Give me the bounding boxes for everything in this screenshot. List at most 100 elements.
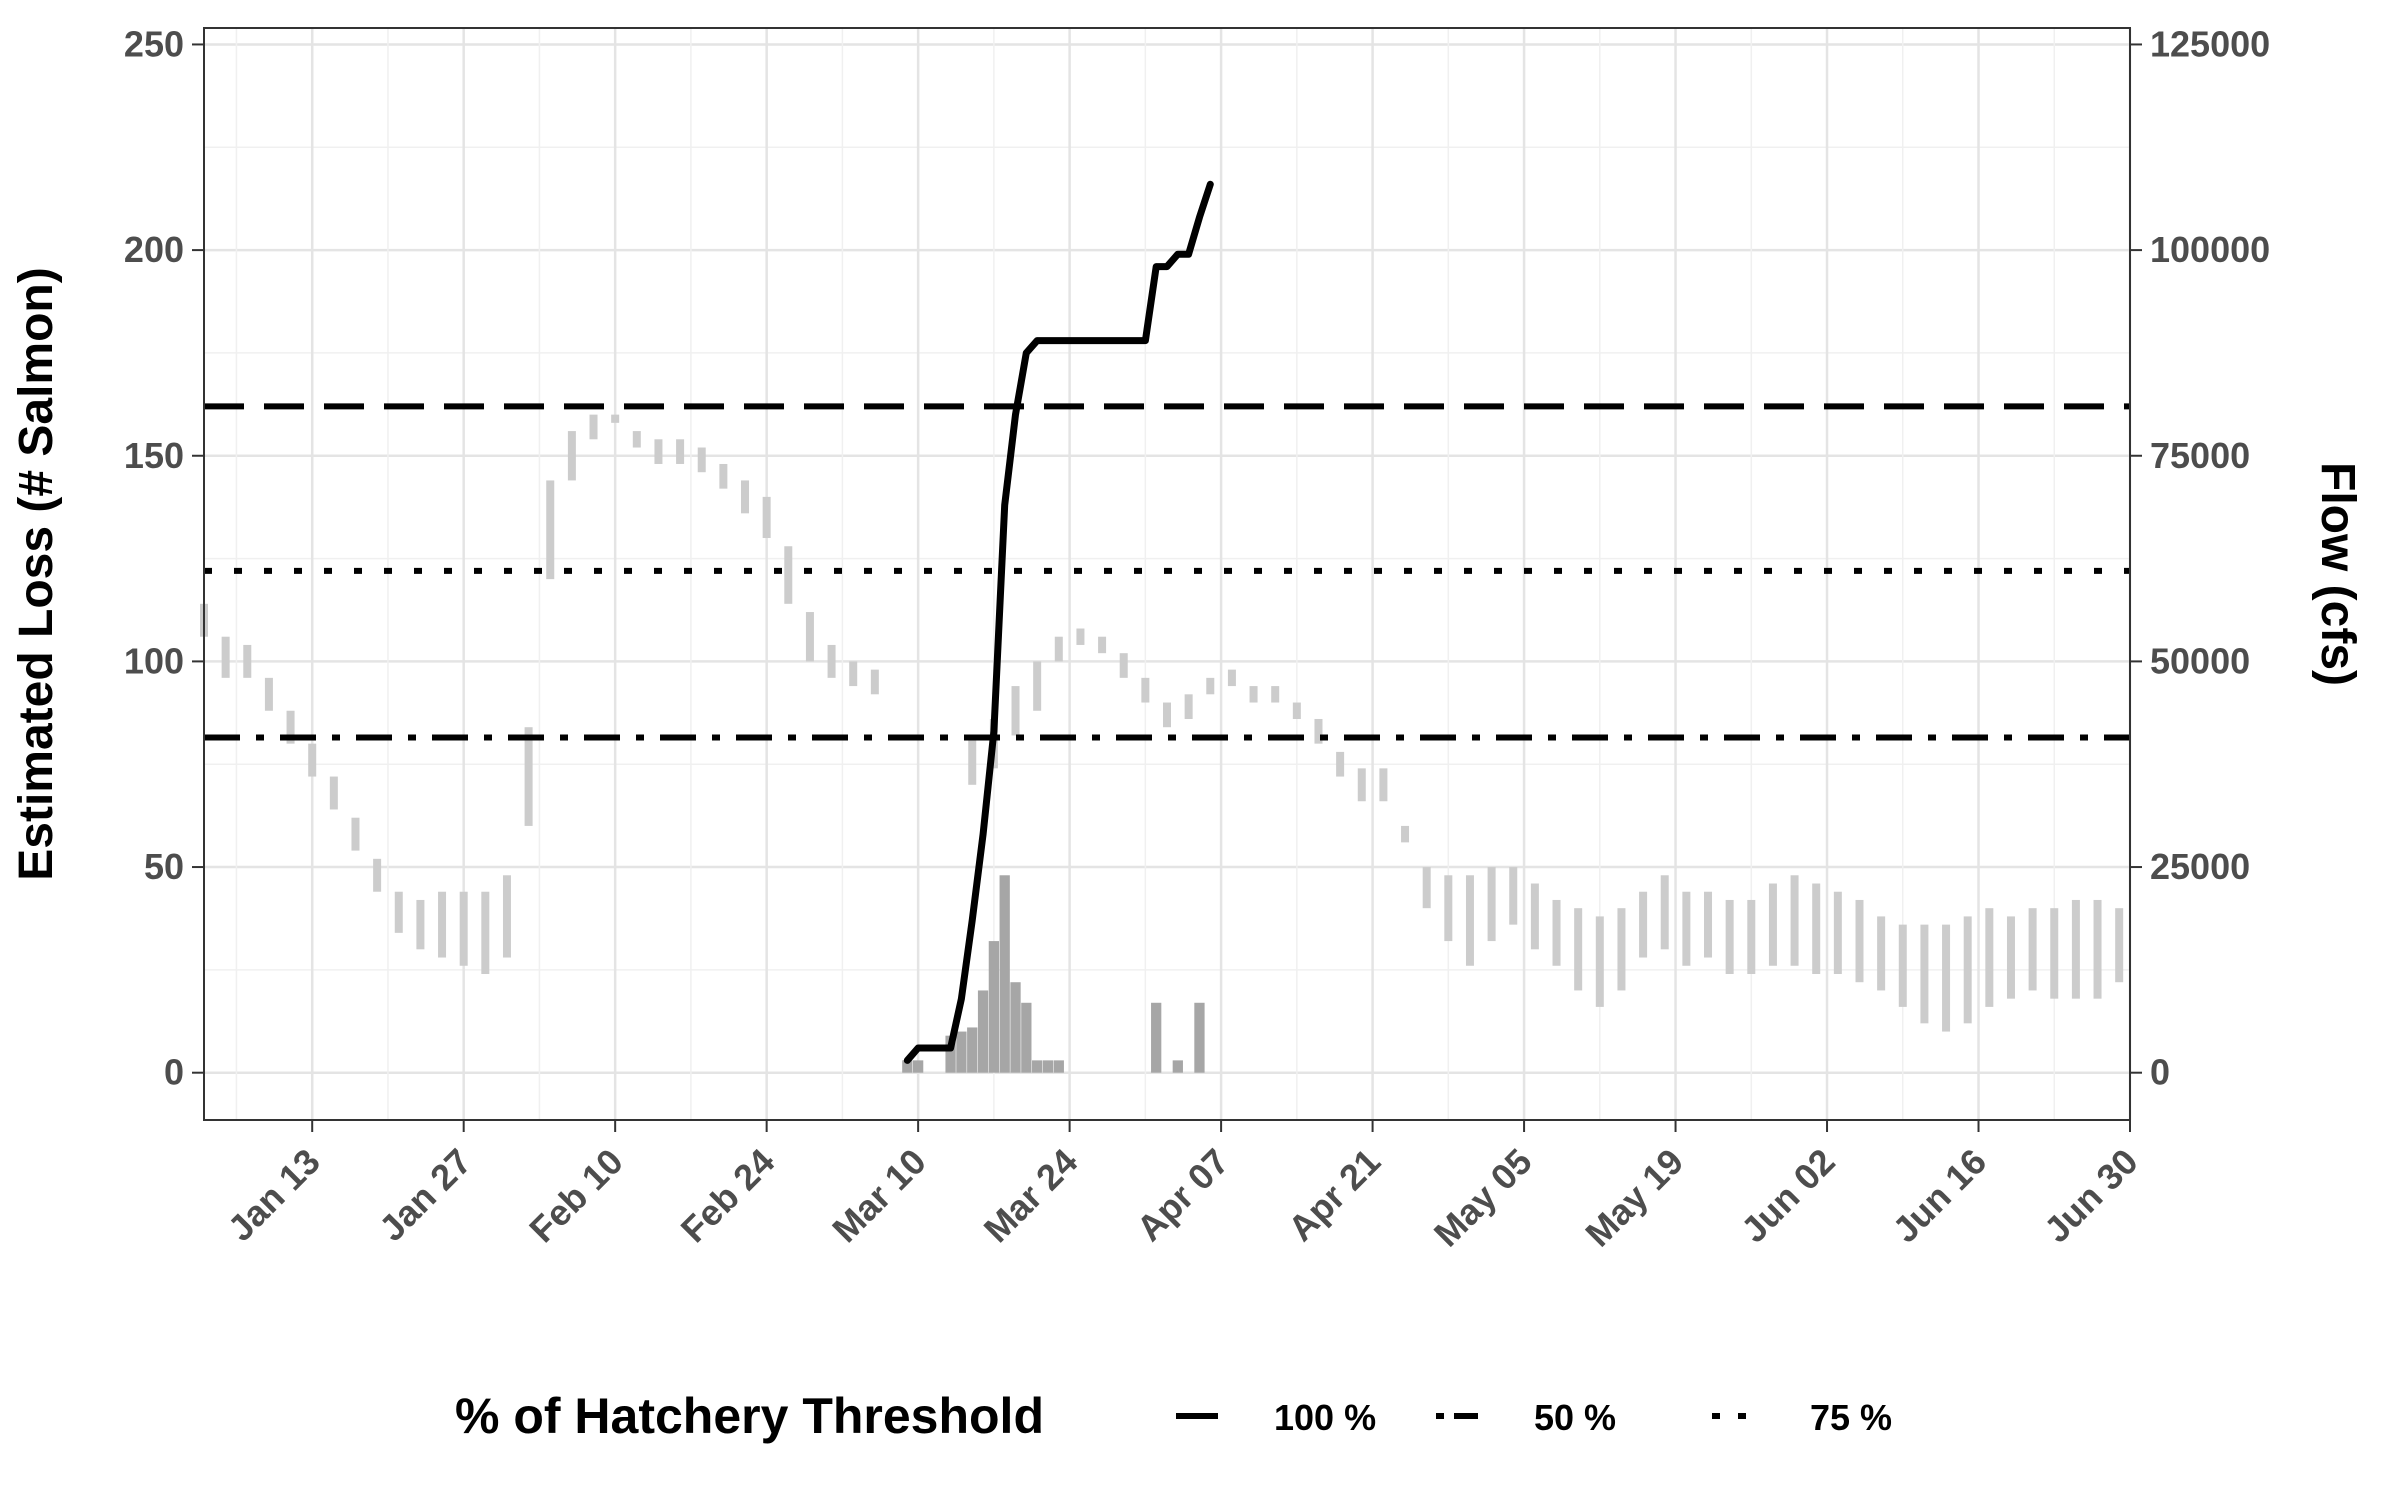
y2-tick-label: 25000 [2150,846,2250,887]
flow-bar [567,431,576,481]
flow-bar [1054,636,1063,662]
y-tick-label: 250 [124,23,184,64]
legend-label: 50 % [1534,1397,1616,1438]
y-tick-label: 50 [144,846,184,887]
flow-bar [870,669,879,695]
flow-bar [416,899,425,950]
legend-title: % of Hatchery Threshold [455,1388,1044,1444]
flow-bar [502,875,511,958]
flow-bar [654,439,663,464]
y2-tick-label: 75000 [2150,435,2250,476]
flow-bar [1617,908,1626,991]
legend: % of Hatchery Threshold 100 % 50 % 75 % [455,1388,1892,1444]
flow-bar [2071,899,2080,999]
flow-bar [1704,891,1713,958]
flow-bar [1985,908,1994,1007]
loss-bar [902,1060,913,1073]
flow-bar [719,463,728,489]
flow-bar [481,891,490,974]
flow-bar [221,636,230,678]
flow-bar [1768,883,1777,966]
flow-bar [286,710,295,744]
flow-bar [1184,694,1193,719]
loss-bar [988,941,1000,1073]
flow-bar [1660,875,1669,950]
y2-tick-label: 50000 [2150,640,2250,681]
flow-bar [1942,924,1951,1032]
flow-bar [1725,899,1734,974]
flow-bar [1855,899,1864,983]
flow-bar [2050,908,2059,999]
flow-bar [676,439,685,464]
flow-bar [351,817,360,851]
flow-bar [1076,628,1085,645]
loss-bar [1194,1002,1205,1073]
flow-bar [741,480,750,514]
y-tick-label: 150 [124,435,184,476]
flow-bar [805,612,814,662]
flow-bar [1509,867,1518,925]
flow-bar [373,858,382,892]
flow-bar [1595,916,1604,1007]
flow-bar [1401,825,1410,843]
flow-bar [1574,908,1583,991]
flow-series [200,414,2124,1032]
flow-bar [1249,686,1258,703]
legend-label: 75 % [1810,1397,1892,1438]
flow-bar [1639,891,1648,958]
loss-bar [977,990,989,1073]
flow-bar [308,743,317,777]
flow-bar [1011,686,1020,736]
flow-bar [1163,702,1171,728]
flow-bar [1119,653,1128,678]
loss-bar [912,1060,924,1073]
flow-bar [2028,908,2037,991]
y-tick-label: 0 [164,1052,184,1093]
loss-bar [967,1027,978,1073]
flow-bar [546,480,555,580]
flow-bar [1141,677,1150,703]
flow-bar [1206,677,1215,695]
flow-bar [1227,669,1236,687]
flow-bar [1098,636,1107,654]
flow-bar [1379,768,1388,802]
flow-bar [1552,899,1561,966]
flow-bar [1812,883,1821,974]
y-tick-label: 200 [124,229,184,270]
flow-bar [1033,661,1042,711]
loss-bar [1010,982,1021,1073]
flow-bar [1444,875,1453,942]
loss-bar [999,875,1010,1073]
flow-bar [589,414,598,440]
y2-tick-label: 125000 [2150,23,2270,64]
flow-bar [1920,924,1929,1024]
flow-bar [1747,899,1756,974]
cumulative-loss-path [903,180,1214,1064]
loss-bar [945,1035,956,1073]
flow-bar [438,891,447,958]
flow-bar [329,776,338,810]
flow-bar [1422,867,1431,909]
flow-bar [784,546,793,604]
flow-bar [394,891,403,933]
flow-bar [1487,867,1496,942]
daily-loss-bars [902,875,1205,1073]
cumulative-loss-line [903,180,1214,1064]
y-axis-title: Estimated Loss (# Salmon) [10,267,63,880]
flow-bar [697,447,706,473]
flow-bar [1877,916,1886,991]
y2-tick-label: 100000 [2150,229,2270,270]
loss-bar [1053,1060,1064,1073]
flow-bar [632,431,641,448]
threshold-lines [204,403,2130,741]
flow-bar [849,661,858,687]
flow-bar [264,677,273,711]
flow-bar [1833,891,1842,974]
flow-bar [968,735,977,785]
loss-bar [1151,1002,1162,1073]
y2-axis-title: Flow (cfs) [2311,462,2364,686]
plot-frame [203,27,2131,1121]
y-tick-label: 100 [124,640,184,681]
flow-bar [2093,899,2102,999]
